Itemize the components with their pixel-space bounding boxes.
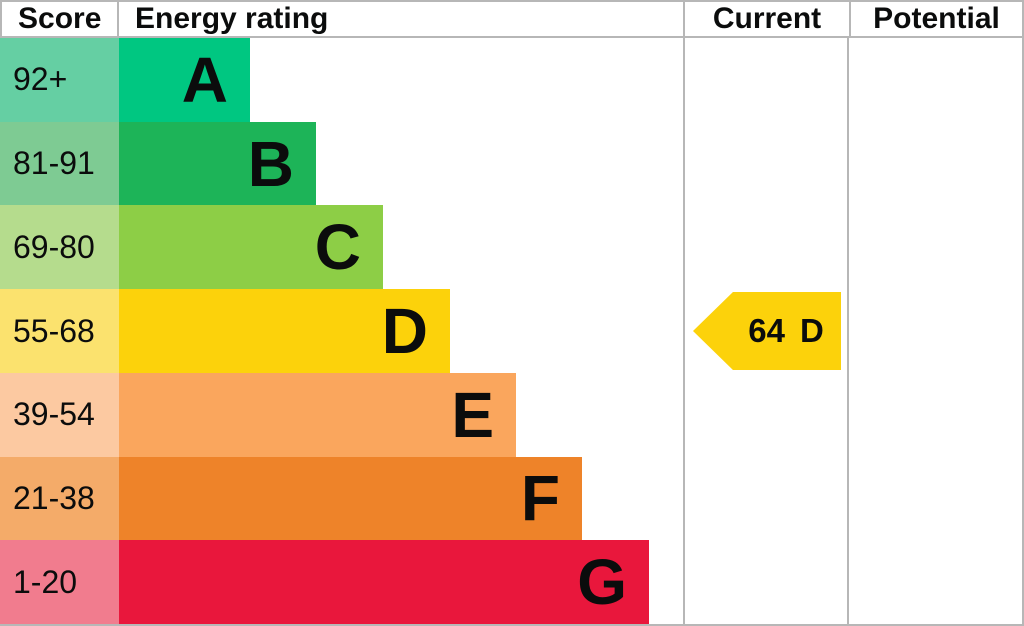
score-column-header: Score xyxy=(0,2,119,36)
current-column: 64 D xyxy=(683,38,849,624)
band-row: 55-68 D xyxy=(0,289,683,373)
table-body: 92+ A 81-91 B 69-80 C 55-68 D 39-54 E 21… xyxy=(0,38,1024,625)
band-letter: B xyxy=(247,127,294,200)
band-row: 39-54 E xyxy=(0,372,683,457)
current-rating-score: 64 xyxy=(748,312,785,349)
band-row: 92+ A xyxy=(0,38,683,122)
band-row: 69-80 C xyxy=(0,205,683,290)
current-rating-arrow: 64 D xyxy=(693,292,841,370)
band-bar: A xyxy=(119,38,250,122)
current-rating-band: D xyxy=(799,312,824,349)
current-column-header: Current xyxy=(683,2,849,36)
band-letter: C xyxy=(314,211,361,284)
band-letter: D xyxy=(381,295,428,368)
band-row: 21-38 F xyxy=(0,456,683,541)
band-score-range: 92+ xyxy=(0,38,119,122)
band-letter: G xyxy=(577,546,627,619)
band-bar: F xyxy=(119,456,582,541)
band-bar: B xyxy=(119,121,316,206)
band-score-range: 81-91 xyxy=(0,121,119,206)
band-score-range: 1-20 xyxy=(0,540,119,625)
band-score-range: 39-54 xyxy=(0,372,119,457)
energy-rating-column-header: Energy rating xyxy=(135,2,329,35)
band-bar: G xyxy=(119,540,649,625)
bands: 92+ A 81-91 B 69-80 C 55-68 D 39-54 E 21… xyxy=(0,38,683,625)
band-bar: E xyxy=(119,372,516,457)
band-row: 1-20 G xyxy=(0,540,683,625)
band-letter: E xyxy=(451,378,494,451)
band-bar: D xyxy=(119,289,450,373)
band-letter: F xyxy=(520,462,560,535)
potential-column-header: Potential xyxy=(849,2,1024,36)
potential-column xyxy=(849,38,1024,624)
band-score-range: 55-68 xyxy=(0,289,119,373)
table-header: Score Energy rating Current Potential xyxy=(0,0,1024,38)
band-score-range: 21-38 xyxy=(0,456,119,541)
band-row: 81-91 B xyxy=(0,121,683,206)
band-letter: A xyxy=(181,43,228,116)
band-bar: C xyxy=(119,205,383,290)
band-score-range: 69-80 xyxy=(0,205,119,290)
